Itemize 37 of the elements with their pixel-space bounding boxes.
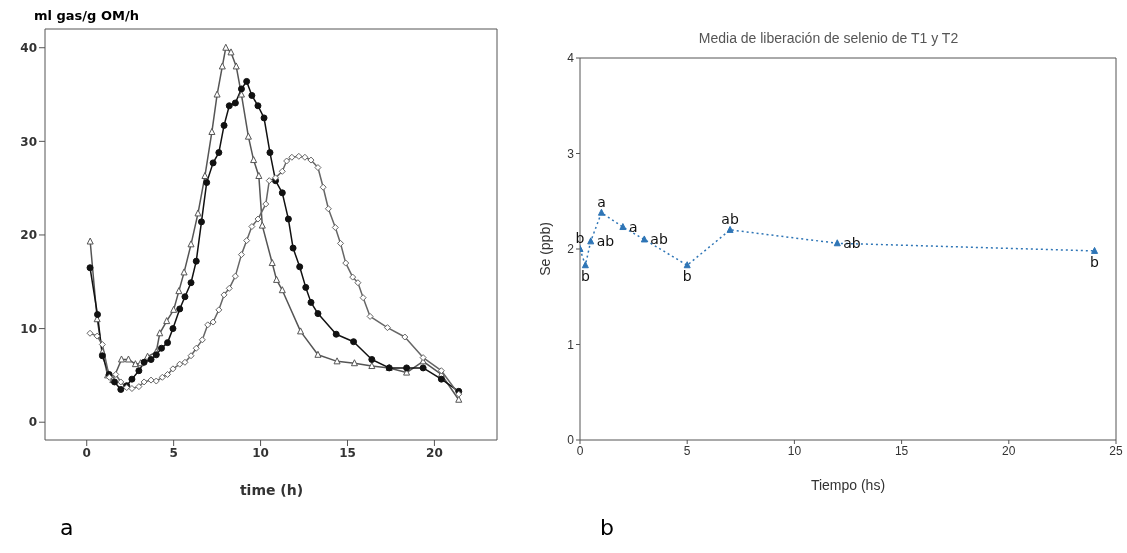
x-axis-title: time (h)	[238, 482, 305, 498]
y-tick-label: 30	[20, 134, 37, 149]
y-axis-title: ml gas/g OM/h	[34, 8, 139, 23]
y-axis-title: Se (ppb)	[536, 222, 553, 276]
annotation: b	[575, 230, 585, 246]
annotation: b	[682, 268, 692, 285]
x-tick-label: 20	[1002, 443, 1016, 458]
x-axis-title: Tiempo (hs)	[810, 477, 886, 493]
annotation: a	[597, 193, 606, 210]
annotation: ab	[721, 210, 739, 227]
x-tick-label: 20	[426, 445, 443, 460]
y-tick-label: 4	[567, 51, 575, 66]
annotation: ab	[596, 233, 615, 250]
y-tick-label: 0	[28, 415, 37, 430]
x-tick-label: 25	[1109, 443, 1123, 458]
annotation: a	[628, 219, 638, 236]
y-tick-label: 1	[567, 337, 575, 352]
x-tick-label: 10	[252, 445, 269, 460]
y-tick-label: 0	[567, 433, 575, 448]
x-tick-label: 10	[787, 443, 802, 458]
annotation: b	[580, 268, 590, 285]
text: a	[60, 515, 74, 540]
x-tick-label: 5	[683, 443, 691, 458]
annotation: ab	[650, 231, 668, 248]
x-tick-label: 5	[169, 445, 178, 460]
y-tick-label: 40	[20, 40, 37, 55]
text: b	[600, 515, 614, 540]
chart-title: Media de liberación de selenio de T1 y T2	[697, 30, 960, 46]
y-tick-label: 20	[20, 228, 37, 243]
y-tick-label: 3	[567, 146, 575, 161]
annotation: b	[1090, 253, 1100, 270]
y-tick-label: 2	[567, 242, 575, 257]
y-tick-label: 10	[20, 321, 37, 336]
x-tick-label: 15	[894, 443, 909, 458]
annotation: ab	[843, 235, 861, 252]
x-tick-label: 0	[82, 445, 91, 460]
x-tick-label: 15	[339, 445, 356, 460]
